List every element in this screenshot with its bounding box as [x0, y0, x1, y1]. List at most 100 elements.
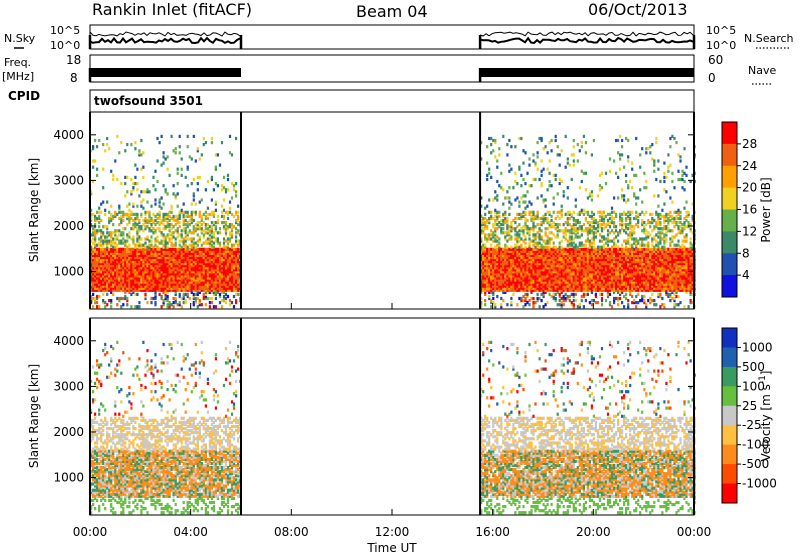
data-cell: [518, 249, 521, 253]
data-cell: [130, 266, 133, 270]
data-cell: [132, 286, 135, 290]
data-cell: [590, 194, 593, 198]
data-cell: [582, 274, 585, 278]
data-cell: [584, 257, 587, 262]
data-cell: [200, 268, 203, 272]
data-cell: [617, 264, 620, 268]
data-cell: [518, 272, 521, 276]
data-cell: [188, 229, 191, 233]
data-cell: [90, 255, 93, 260]
data-cell: [516, 241, 519, 245]
data-cell: [484, 216, 487, 221]
data-cell: [613, 268, 616, 272]
data-cell: [192, 296, 195, 301]
data-cell: [174, 147, 177, 151]
data-cell: [492, 253, 495, 257]
data-cell: [536, 243, 539, 247]
data-cell: [490, 216, 493, 221]
data-cell: [510, 249, 513, 253]
data-cell: [176, 276, 179, 280]
data-cell: [224, 231, 228, 235]
data-cell: [106, 278, 109, 282]
data-cell: [496, 272, 499, 276]
data-cell: [210, 272, 213, 276]
data-cell: [520, 276, 523, 280]
data-cell: [534, 177, 537, 182]
data-cell: [206, 284, 209, 288]
data-cell: [140, 270, 143, 274]
data-cell: [144, 253, 147, 257]
data-cell: [235, 301, 238, 305]
data-cell: [212, 290, 215, 294]
data-cell: [176, 171, 179, 175]
data-cell: [128, 278, 131, 282]
data-cell: [596, 282, 600, 286]
data-cell: [128, 266, 131, 270]
data-cell: [552, 233, 555, 237]
data-cell: [232, 272, 236, 276]
data-cell: [492, 266, 495, 270]
data-cell: [604, 225, 608, 229]
data-cell: [534, 214, 537, 218]
data-cell: [604, 257, 608, 262]
data-cell: [572, 210, 575, 214]
data-cell: [512, 186, 515, 190]
data-cell: [228, 225, 232, 229]
data-cell: [572, 237, 575, 241]
data-cell: [170, 268, 173, 272]
data-cell: [617, 253, 620, 257]
data-cell: [606, 274, 610, 278]
data-cell: [552, 278, 555, 282]
data-cell: [228, 262, 232, 266]
data-cell: [564, 257, 567, 262]
data-cell: [118, 239, 121, 243]
data-cell: [222, 243, 226, 247]
data-cell: [534, 282, 537, 286]
data-cell: [120, 270, 123, 274]
data-cell: [146, 225, 149, 229]
data-cell: [126, 296, 129, 301]
data-cell: [512, 286, 515, 290]
data-cell: [528, 243, 531, 247]
data-cell: [132, 239, 135, 243]
data-cell: [492, 138, 495, 143]
data-cell: [178, 233, 181, 237]
data-cell: [142, 255, 145, 260]
data-cell: [556, 229, 559, 233]
data-cell: [514, 245, 517, 249]
data-cell: [170, 251, 173, 255]
data-cell: [528, 270, 531, 274]
data-cell: [544, 227, 547, 231]
data-cell: [617, 251, 620, 255]
data-cell: [164, 268, 167, 272]
data-cell: [166, 278, 169, 282]
data-cell: [124, 268, 127, 272]
data-cell: [226, 270, 230, 274]
data-cell: [150, 251, 153, 255]
data-cell: [596, 245, 600, 249]
data-cell: [588, 274, 591, 278]
data-cell: [596, 221, 600, 225]
data-cell: [490, 249, 493, 253]
data-cell: [136, 268, 139, 272]
data-cell: [520, 216, 523, 221]
data-cell: [488, 260, 491, 264]
data-cell: [90, 192, 93, 196]
data-cell: [235, 278, 238, 282]
data-cell: [100, 247, 103, 251]
data-cell: [518, 233, 521, 237]
data-cell: [136, 270, 139, 274]
data-cell: [222, 270, 226, 274]
data-cell: [124, 286, 127, 290]
data-cell: [104, 280, 107, 284]
data-cell: [148, 216, 151, 221]
data-cell: [570, 286, 573, 290]
data-cell: [150, 296, 153, 301]
data-cell: [104, 239, 107, 243]
data-cell: [496, 159, 499, 163]
data-cell: [100, 268, 103, 272]
data-cell: [106, 272, 109, 276]
data-cell: [613, 272, 616, 276]
data-cell: [90, 233, 93, 237]
data-cell: [156, 255, 159, 260]
